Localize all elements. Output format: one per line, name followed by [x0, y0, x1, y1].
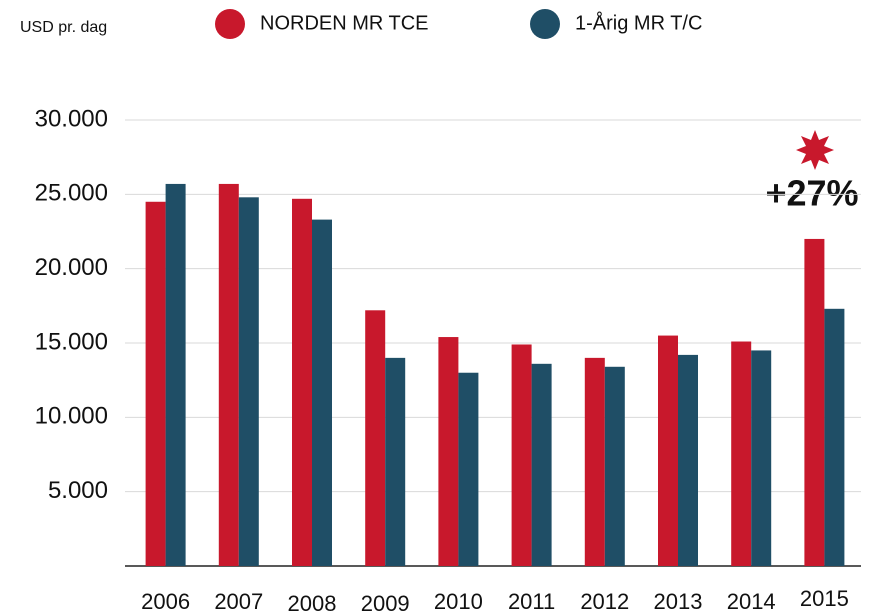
bar [218, 183, 239, 566]
bar [731, 341, 752, 566]
bar [804, 238, 825, 566]
bar [438, 337, 459, 566]
bar [511, 344, 532, 566]
bar [658, 335, 678, 566]
y-tick-label: 10.000 [35, 403, 108, 430]
bar [312, 219, 332, 566]
x-tick-label: 2010 [434, 589, 483, 614]
bar [238, 197, 259, 566]
bar [824, 308, 845, 566]
bar [531, 363, 552, 566]
bar [385, 357, 406, 566]
legend-marker [215, 9, 245, 39]
y-tick-label: 25.000 [35, 180, 108, 207]
star-icon [796, 130, 834, 170]
x-tick-label: 2015 [800, 586, 849, 611]
bar [292, 198, 312, 566]
x-tick-label: 2011 [508, 589, 555, 614]
x-tick-label: 2006 [141, 589, 190, 614]
legend-label: 1-Årig MR T/C [575, 11, 702, 34]
y-tick-label: 30.000 [35, 105, 108, 132]
legend-label: NORDEN MR TCE [260, 12, 429, 34]
bar [165, 183, 186, 566]
bar [365, 310, 386, 566]
y-tick-label: 20.000 [35, 254, 108, 281]
y-tick-label: 5.000 [48, 477, 108, 504]
annotation: +27% [765, 173, 858, 214]
legend-marker [530, 9, 560, 39]
bar [604, 366, 625, 566]
bar [678, 354, 698, 566]
x-tick-label: 2007 [214, 589, 263, 614]
bar [458, 372, 479, 566]
x-tick-label: 2008 [288, 591, 337, 614]
x-tick-label: 2013 [654, 589, 703, 614]
y-tick-label: 15.000 [35, 328, 108, 355]
y-axis-label: USD pr. dag [20, 19, 107, 36]
x-tick-label: 2009 [361, 591, 410, 614]
bar [584, 357, 605, 566]
x-tick-label: 2014 [727, 589, 776, 614]
bar [751, 350, 772, 566]
bar [145, 201, 166, 566]
x-tick-label: 2012 [580, 589, 629, 614]
